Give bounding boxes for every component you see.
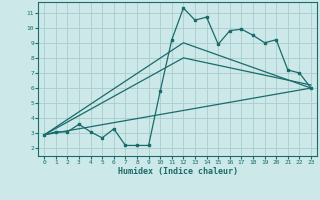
X-axis label: Humidex (Indice chaleur): Humidex (Indice chaleur) (118, 167, 238, 176)
